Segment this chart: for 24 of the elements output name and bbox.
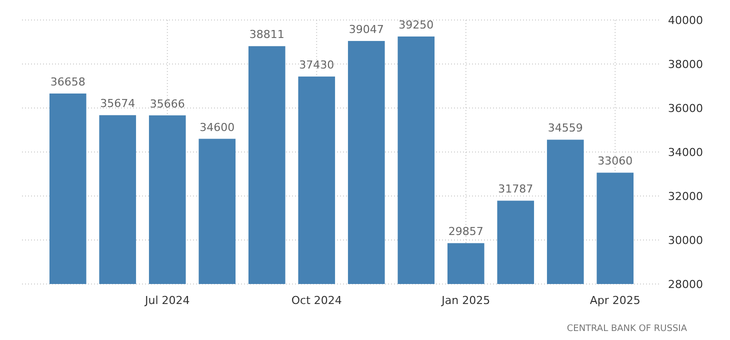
data-label: 36658 xyxy=(50,76,86,89)
data-label: 34559 xyxy=(548,122,583,135)
y-tick-label: 34000 xyxy=(668,146,703,159)
x-tick-label: Oct 2024 xyxy=(291,294,342,307)
data-label: 35666 xyxy=(150,97,185,110)
x-tick-label: Jul 2024 xyxy=(144,294,190,307)
data-label: 39047 xyxy=(348,22,384,36)
y-tick-label: 30000 xyxy=(668,234,703,247)
y-tick-label: 32000 xyxy=(668,190,703,203)
y-tick-label: 38000 xyxy=(668,58,703,71)
data-label: 29857 xyxy=(448,225,484,238)
data-label: 37430 xyxy=(299,58,334,72)
y-tick-label: 40000 xyxy=(668,14,703,27)
x-tick-label: Apr 2025 xyxy=(590,294,640,307)
data-label: 34600 xyxy=(200,120,235,134)
y-tick-label: 36000 xyxy=(668,102,703,115)
data-label: 38811 xyxy=(249,28,284,42)
y-tick-label: 28000 xyxy=(668,278,703,291)
data-label: 35674 xyxy=(100,97,136,110)
data-label: 39250 xyxy=(398,18,434,32)
text: CENTRAL BANK OF RUSSIA xyxy=(566,324,688,334)
x-tick-label: Jan 2025 xyxy=(440,294,490,307)
data-label: 31787 xyxy=(498,182,534,196)
data-label: 33060 xyxy=(598,154,633,168)
